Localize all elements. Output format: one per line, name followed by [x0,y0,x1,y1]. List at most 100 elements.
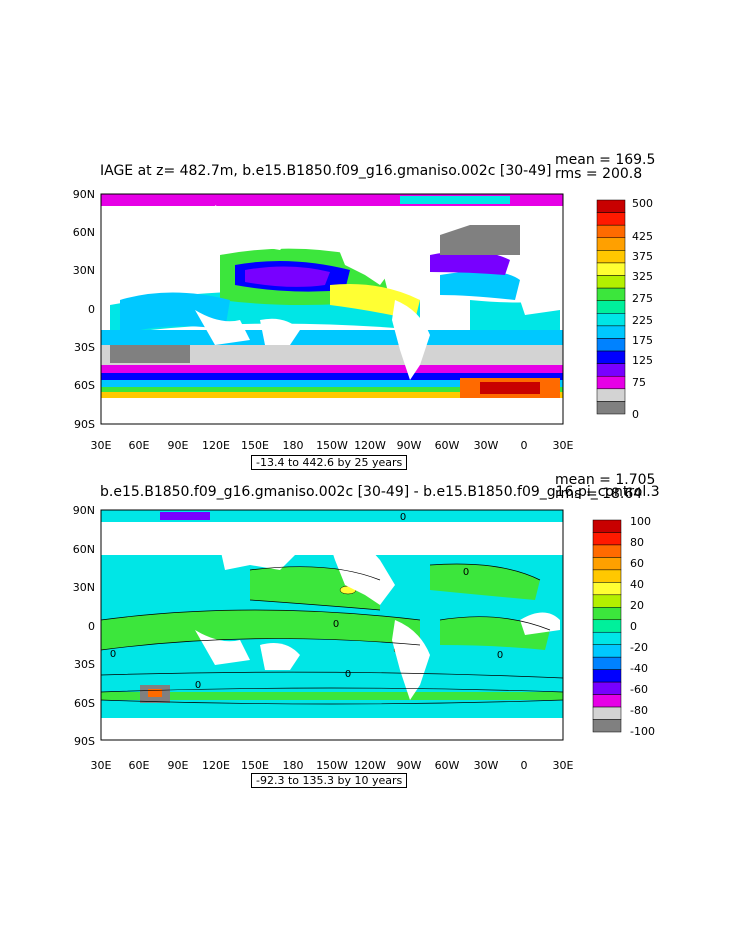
lon-label: 150E [241,759,269,772]
mean-stat: mean = 1.705 [555,472,656,488]
colorbar-label: -20 [630,641,648,654]
mean-stat: mean = 169.5 [555,152,656,168]
colorbar-swatch [596,250,626,264]
lat-label-60n: 60N [73,226,95,239]
contour-caption: -13.4 to 442.6 by 25 years [251,455,408,470]
colorbar-label: -60 [630,683,648,696]
colorbar-label: 0 [632,408,639,421]
lon-label: 60E [129,759,150,772]
lon-label: 180 [283,439,304,452]
colorbar-label: 425 [632,230,653,243]
colorbar-swatch [596,325,626,339]
contour-label: 0 [345,669,351,680]
colorbar-swatch [592,519,622,533]
colorbar [596,199,626,415]
lat-label-30n: 30N [73,581,95,594]
map-frame [100,509,564,741]
lon-label: 0 [521,439,528,452]
colorbar-swatch [596,300,626,314]
panel-title: b.e15.B1850.f09_g16.gmaniso.002c [30-49]… [100,484,660,500]
colorbar-labels: 100 80 60 40 20 0 -20 -40 -60 -80 -100 [630,515,655,738]
contour-label: 0 [497,650,503,661]
lon-label: 30W [474,759,499,772]
colorbar-swatch [596,212,626,226]
colorbar-swatch [592,594,622,608]
panel-iage: IAGE at z= 482.7m, b.e15.B1850.f09_g16.g… [0,0,733,470]
map-frame [100,193,564,425]
lon-label: 60W [435,759,460,772]
colorbar-swatch [592,656,622,670]
colorbar-label: 60 [630,557,644,570]
colorbar-swatch [596,199,626,213]
colorbar-swatch [596,338,626,352]
lat-label-90s: 90S [74,735,95,748]
colorbar-label: 125 [632,354,653,367]
colorbar-swatch [596,275,626,289]
lon-label: 120E [202,759,230,772]
panel-difference: b.e15.B1850.f09_g16.gmaniso.002c [30-49]… [0,470,733,810]
lat-label-60s: 60S [74,697,95,710]
colorbar-swatch [596,401,626,415]
colorbar-swatch [596,350,626,364]
colorbar [592,519,622,733]
lat-label-30n: 30N [73,264,95,277]
map-plot: 0 0 0 0 0 0 0 90N 60N 30N 0 30S 60S 90S … [73,504,655,772]
colorbar-swatch [592,706,622,720]
lon-label: 30E [91,759,112,772]
lat-label-0: 0 [88,620,95,633]
colorbar-label: -40 [630,662,648,675]
lon-label: 0 [521,759,528,772]
lon-label: 120E [202,439,230,452]
colorbar-label: 0 [630,620,637,633]
lon-label: 120W [354,439,386,452]
lat-label-90n: 90N [73,504,95,517]
lat-label-60s: 60S [74,379,95,392]
colorbar-swatch [592,607,622,621]
panel-title: IAGE at z= 482.7m, b.e15.B1850.f09_g16.g… [100,163,552,179]
colorbar-label: 325 [632,270,653,283]
contour-label: 0 [463,567,469,578]
colorbar-swatch [596,237,626,251]
colorbar-swatch [592,532,622,546]
lat-axis: 90N 60N 30N 0 30S 60S 90S [73,188,95,431]
colorbar-swatch [592,719,622,733]
land-masks [101,205,563,424]
lon-label: 60W [435,439,460,452]
lat-label-90n: 90N [73,188,95,201]
lat-label-30s: 30S [74,658,95,671]
lon-label: 60E [129,439,150,452]
contour-zero-labels: 0 0 0 0 0 0 0 [110,512,503,691]
lon-label: 90W [397,439,422,452]
lon-label: 90E [168,439,189,452]
contour-label: 0 [400,512,406,523]
lon-label: 150W [316,439,348,452]
colorbar-label: 225 [632,314,653,327]
rms-stat: rms = 200.8 [555,166,643,182]
lon-label: 30E [91,439,112,452]
colorbar-swatch [592,544,622,558]
colorbar-label: 275 [632,292,653,305]
lat-label-30s: 30S [74,341,95,354]
colorbar-swatch [592,582,622,596]
lat-label-90s: 90S [74,418,95,431]
contour-label: 0 [110,649,116,660]
colorbar-swatch [596,287,626,301]
colorbar-swatch [596,363,626,377]
lon-label: 30E [553,439,574,452]
lon-label: 30W [474,439,499,452]
colorbar-label: -100 [630,725,655,738]
colorbar-label: 40 [630,578,644,591]
lon-label: 90W [397,759,422,772]
contour-lines [100,563,564,705]
lon-axis: 30E 60E 90E 120E 150E 180 150W 120W 90W … [91,439,574,452]
colorbar-label: 20 [630,599,644,612]
lat-label-0: 0 [88,303,95,316]
colorbar-swatch [592,694,622,708]
colorbar-swatch [592,669,622,683]
colorbar-swatch [592,631,622,645]
colorbar-labels: 500 425 375 325 275 225 175 125 75 0 [632,197,653,421]
colorbar-swatch [596,375,626,390]
lon-label: 150E [241,439,269,452]
colorbar-swatch [596,313,626,327]
contour-caption: -92.3 to 135.3 by 10 years [251,773,408,788]
